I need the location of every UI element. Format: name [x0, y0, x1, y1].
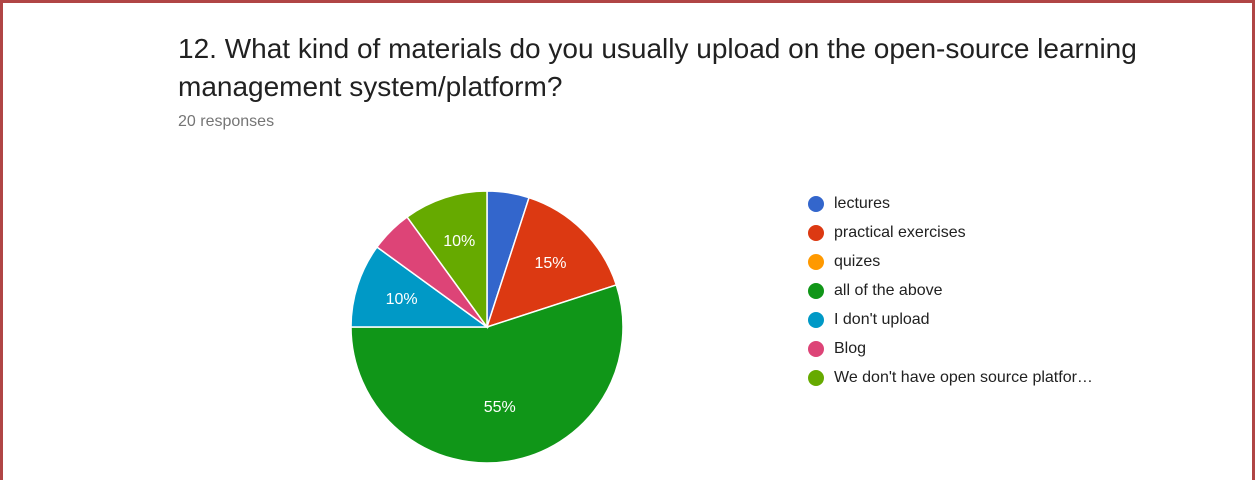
data-label-all-of-the-above: 55%: [484, 399, 516, 416]
legend-item-lectures[interactable]: lectures: [808, 189, 1093, 218]
pie-slice-practical-exercises: [485, 196, 618, 329]
legend-swatch: [808, 253, 824, 270]
legend-item-quizes[interactable]: quizes: [808, 247, 1093, 276]
legend-item-blog[interactable]: Blog: [808, 334, 1093, 363]
legend-label: lectures: [834, 194, 891, 212]
chart-legend: lectures practical exercises quizes all of …: [808, 189, 1093, 392]
pie-chart: 15% 55% 10% 10%: [350, 190, 624, 464]
legend-item-we-don-t-have-open-source-platfor[interactable]: We don't have open source platfor…: [808, 363, 1093, 392]
legend-item-all-of-the-above[interactable]: all of the above: [808, 276, 1093, 305]
legend-swatch: [808, 224, 824, 241]
legend-swatch: [808, 282, 824, 299]
pie-slice-all-of-the-above: [350, 284, 624, 464]
legend-swatch: [808, 340, 824, 357]
legend-swatch: [808, 195, 824, 212]
legend-label: quizes: [834, 252, 881, 270]
pie-slice-we-don-t-have-open-source-platfor: [406, 190, 488, 330]
legend-item-i-don-t-upload[interactable]: I don't upload: [808, 305, 1093, 334]
data-label-we-don-t-have-open-source-platfor: 10%: [443, 233, 475, 250]
data-label-practical-exercises: 15%: [534, 255, 566, 272]
legend-label: Blog: [834, 339, 867, 357]
legend-label: practical exercises: [834, 223, 966, 241]
legend-label: I don't upload: [834, 310, 930, 328]
legend-item-practical-exercises[interactable]: practical exercises: [808, 218, 1093, 247]
response-count: 20 responses: [178, 113, 275, 130]
legend-label: We don't have open source platfor…: [834, 368, 1093, 386]
question-title: 12. What kind of materials do you usuall…: [178, 33, 1137, 102]
legend-label: all of the above: [834, 281, 943, 299]
legend-swatch: [808, 311, 824, 328]
data-label-i-don-t-upload: 10%: [386, 291, 418, 308]
pie-slice-i-don-t-upload: [350, 246, 490, 328]
legend-swatch: [808, 369, 824, 386]
